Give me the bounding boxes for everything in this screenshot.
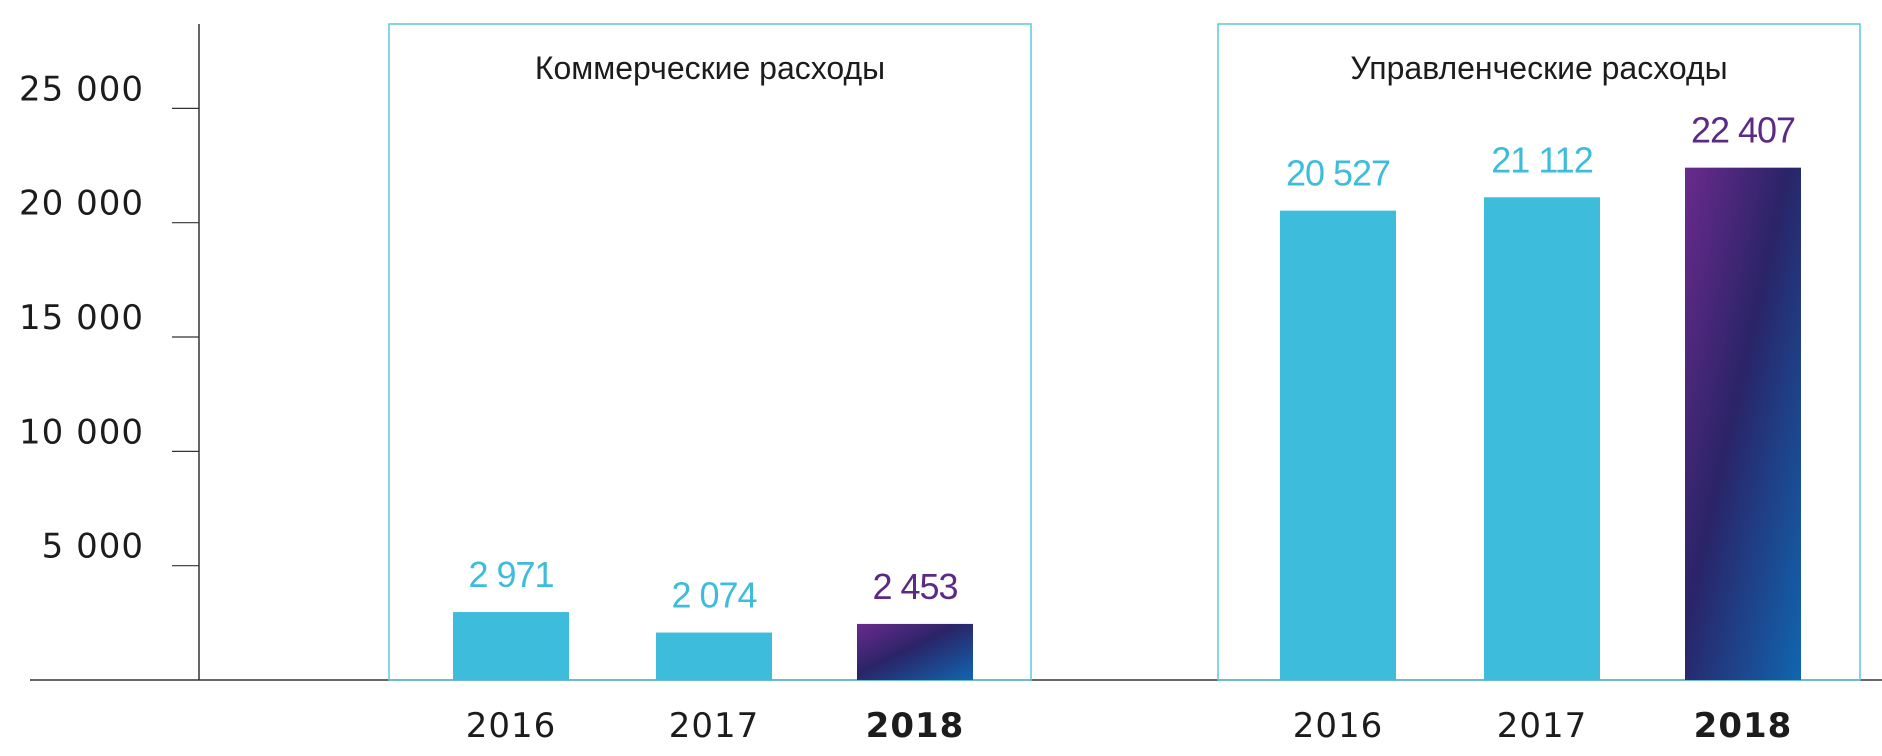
data-label: 22 407: [1691, 110, 1795, 151]
chart-panel: Коммерческие расходы 2 971 2016 2 074 2017 2 …: [388, 23, 1032, 746]
data-label: 2 971: [468, 554, 553, 595]
y-tick-label: 20 000: [19, 184, 144, 224]
y-tick-label: 5 000: [42, 527, 144, 567]
x-tick-label: 2018: [866, 706, 965, 746]
bar: [1280, 210, 1396, 680]
chart-panel: Управленческие расходы 20 527 2016 21 112 20…: [1217, 23, 1861, 746]
panels: Коммерческие расходы 2 971 2016 2 074 2017 2 …: [388, 23, 1861, 746]
y-tick-label: 10 000: [19, 412, 144, 452]
bar: [1685, 167, 1801, 680]
x-tick-label: 2017: [1497, 706, 1588, 746]
x-tick-label: 2017: [669, 706, 760, 746]
data-label: 2 074: [671, 575, 756, 616]
data-label: 20 527: [1286, 153, 1390, 194]
axes: 5 000 10 000 15 000 20 000 25 000: [19, 24, 1882, 681]
x-tick-label: 2018: [1694, 706, 1793, 746]
x-tick-label: 2016: [1293, 706, 1384, 746]
bar: [857, 623, 973, 680]
panel-title: Коммерческие расходы: [535, 50, 885, 86]
data-label: 2 453: [872, 566, 957, 607]
panel-title: Управленческие расходы: [1350, 50, 1727, 86]
y-tick-label: 15 000: [19, 298, 144, 338]
data-label: 21 112: [1491, 139, 1592, 180]
bar: [1484, 197, 1600, 681]
x-tick-label: 2016: [466, 706, 557, 746]
bar: [656, 632, 772, 680]
y-tick-label: 25 000: [19, 69, 144, 109]
bar: [453, 612, 569, 680]
